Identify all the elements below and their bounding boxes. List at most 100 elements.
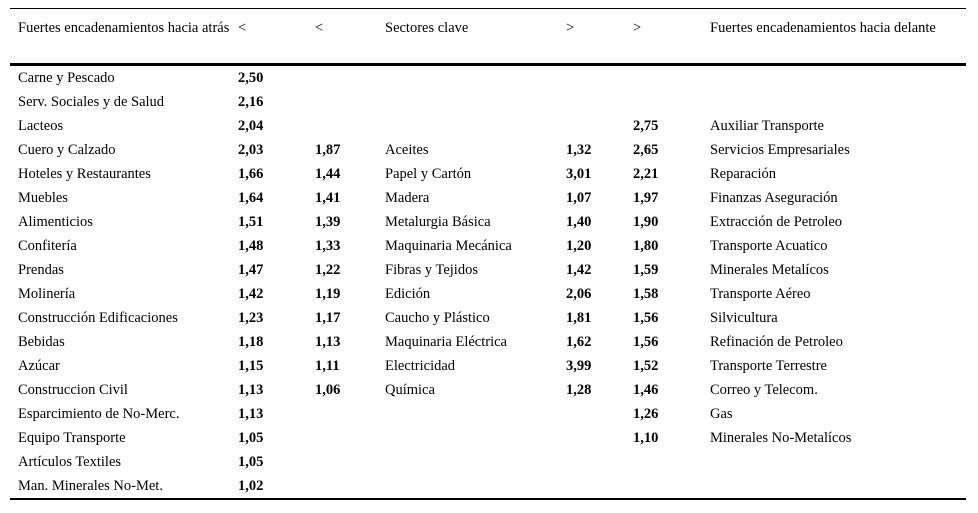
header-greater-than-sign-2: >: [633, 8, 710, 66]
cell-key-sector-name: Metalurgia Básica: [385, 214, 491, 230]
cell-key-sector-name: [385, 426, 566, 450]
cell-forward-sector-name: [710, 90, 966, 114]
cell-forward-sector-name: Silvicultura: [710, 310, 778, 326]
cell-key-backward-value: 1,17: [315, 310, 341, 326]
cell-backward-sector-name: Confitería: [18, 238, 77, 254]
cell-backward-linkage-value: 2,04: [238, 118, 264, 134]
cell-backward-linkage-value: 1,23: [238, 310, 264, 326]
cell-forward-sector-name: Transporte Aéreo: [710, 286, 811, 302]
cell-key-sector-name: [385, 450, 566, 474]
cell-key-backward-value: [315, 474, 385, 499]
cell-forward-linkage-value: 1,26: [633, 406, 659, 422]
table-header: Fuertes encadenamientos hacia atrás < < …: [10, 8, 966, 66]
cell-key-sector-name: Aceites: [385, 142, 429, 158]
cell-key-backward-value: 1,33: [315, 238, 341, 254]
cell-forward-linkage-value: 1,80: [633, 238, 659, 254]
cell-forward-linkage-value: 1,56: [633, 310, 659, 326]
cell-key-forward-value: 1,28: [566, 382, 592, 398]
cell-key-forward-value: [566, 114, 633, 138]
header-less-than-sign-1: <: [238, 8, 315, 66]
cell-backward-sector-name: Equipo Transporte: [18, 430, 126, 446]
cell-forward-sector-name: Auxiliar Transporte: [710, 118, 824, 134]
cell-key-sector-name: [385, 114, 566, 138]
cell-key-forward-value: 1,32: [566, 142, 592, 158]
cell-backward-sector-name: Man. Minerales No-Met.: [18, 478, 163, 494]
table-row: Construccion Civil 1,13 1,06 Química 1,28 1,4…: [10, 378, 966, 402]
cell-backward-sector-name: Molinería: [18, 286, 76, 302]
table-row: Hoteles y Restaurantes 1,66 1,44 Papel y Ca…: [10, 162, 966, 186]
cell-backward-linkage-value: 2,16: [238, 94, 264, 110]
cell-key-forward-value: [566, 426, 633, 450]
cell-key-sector-name: Papel y Cartón: [385, 166, 472, 182]
header-greater-than-sign-1: >: [566, 8, 633, 66]
cell-backward-linkage-value: 1,48: [238, 238, 264, 254]
table-row: Bebidas 1,18 1,13 Maquinaria Eléctrica 1,62 1…: [10, 330, 966, 354]
cell-forward-linkage-value: [633, 90, 710, 114]
table-row: Alimenticios 1,51 1,39 Metalurgia Básica 1,4…: [10, 210, 966, 234]
cell-key-forward-value: 1,81: [566, 310, 592, 326]
cell-backward-sector-name: Construcción Edificaciones: [18, 310, 178, 326]
header-forward-linkages: Fuertes encadenamientos hacia delante: [710, 8, 966, 66]
cell-forward-sector-name: Transporte Terrestre: [710, 358, 827, 374]
table-row: Confitería 1,48 1,33 Maquinaria Mecánica 1,2…: [10, 234, 966, 258]
cell-key-backward-value: 1,44: [315, 166, 341, 182]
linkages-table: Fuertes encadenamientos hacia atrás < < …: [10, 8, 966, 500]
table-row: Carne y Pescado 2,50: [10, 65, 966, 91]
cell-forward-sector-name: [710, 65, 966, 91]
cell-key-backward-value: [315, 426, 385, 450]
cell-backward-linkage-value: 1,05: [238, 454, 264, 470]
cell-forward-sector-name: Refinación de Petroleo: [710, 334, 843, 350]
table-row: Man. Minerales No-Met. 1,02: [10, 474, 966, 499]
cell-backward-linkage-value: 1,18: [238, 334, 264, 350]
cell-backward-linkage-value: 1,13: [238, 382, 264, 398]
cell-key-forward-value: [566, 474, 633, 499]
table-row: Esparcimiento de No-Merc. 1,13 1,26 Gas: [10, 402, 966, 426]
cell-forward-linkage-value: 1,56: [633, 334, 659, 350]
cell-backward-linkage-value: 1,15: [238, 358, 264, 374]
cell-backward-sector-name: Carne y Pescado: [18, 70, 115, 86]
cell-backward-linkage-value: 1,51: [238, 214, 264, 230]
cell-forward-sector-name: Transporte Acuatico: [710, 238, 828, 254]
table-row: Prendas 1,47 1,22 Fibras y Tejidos 1,42 1,59 M…: [10, 258, 966, 282]
cell-forward-linkage-value: 2,75: [633, 118, 659, 134]
cell-key-forward-value: 1,07: [566, 190, 592, 206]
cell-backward-sector-name: Alimenticios: [18, 214, 93, 230]
cell-key-backward-value: 1,39: [315, 214, 341, 230]
cell-backward-linkage-value: 1,13: [238, 406, 264, 422]
cell-key-forward-value: 1,62: [566, 334, 592, 350]
cell-key-forward-value: [566, 90, 633, 114]
cell-key-backward-value: 1,06: [315, 382, 341, 398]
cell-forward-sector-name: [710, 474, 966, 499]
header-less-than-sign-2: <: [315, 8, 385, 66]
cell-forward-linkage-value: 1,97: [633, 190, 659, 206]
table-row: Cuero y Calzado 2,03 1,87 Aceites 1,32 2,65 Se…: [10, 138, 966, 162]
paper-page: Fuertes encadenamientos hacia atrás < < …: [10, 8, 978, 500]
cell-backward-sector-name: Bebidas: [18, 334, 65, 350]
cell-forward-linkage-value: 1,58: [633, 286, 659, 302]
cell-forward-sector-name: Gas: [710, 406, 733, 422]
cell-key-sector-name: [385, 90, 566, 114]
table-row: Equipo Transporte 1,05 1,10 Minerales No-Me…: [10, 426, 966, 450]
cell-backward-linkage-value: 1,42: [238, 286, 264, 302]
cell-key-backward-value: [315, 114, 385, 138]
cell-forward-sector-name: Minerales Metalícos: [710, 262, 829, 278]
cell-forward-sector-name: Extracción de Petroleo: [710, 214, 843, 230]
cell-key-backward-value: 1,19: [315, 286, 341, 302]
cell-backward-linkage-value: 1,47: [238, 262, 264, 278]
cell-backward-sector-name: Azúcar: [18, 358, 60, 374]
cell-backward-linkage-value: 1,66: [238, 166, 264, 182]
cell-key-sector-name: Electricidad: [385, 358, 456, 374]
cell-backward-linkage-value: 1,02: [238, 478, 264, 494]
cell-forward-linkage-value: 1,10: [633, 430, 659, 446]
cell-backward-linkage-value: 2,50: [238, 70, 264, 86]
table-row: Serv. Sociales y de Salud 2,16: [10, 90, 966, 114]
header-backward-linkages: Fuertes encadenamientos hacia atrás: [10, 8, 238, 66]
cell-forward-linkage-value: 1,52: [633, 358, 659, 374]
table-row: Molinería 1,42 1,19 Edición 2,06 1,58 Transpor…: [10, 282, 966, 306]
table-header-row: Fuertes encadenamientos hacia atrás < < …: [10, 8, 966, 66]
cell-backward-sector-name: Serv. Sociales y de Salud: [18, 94, 165, 110]
cell-backward-sector-name: Prendas: [18, 262, 64, 278]
cell-forward-linkage-value: 2,21: [633, 166, 659, 182]
cell-key-backward-value: 1,87: [315, 142, 341, 158]
cell-backward-sector-name: Artículos Textiles: [18, 454, 122, 470]
